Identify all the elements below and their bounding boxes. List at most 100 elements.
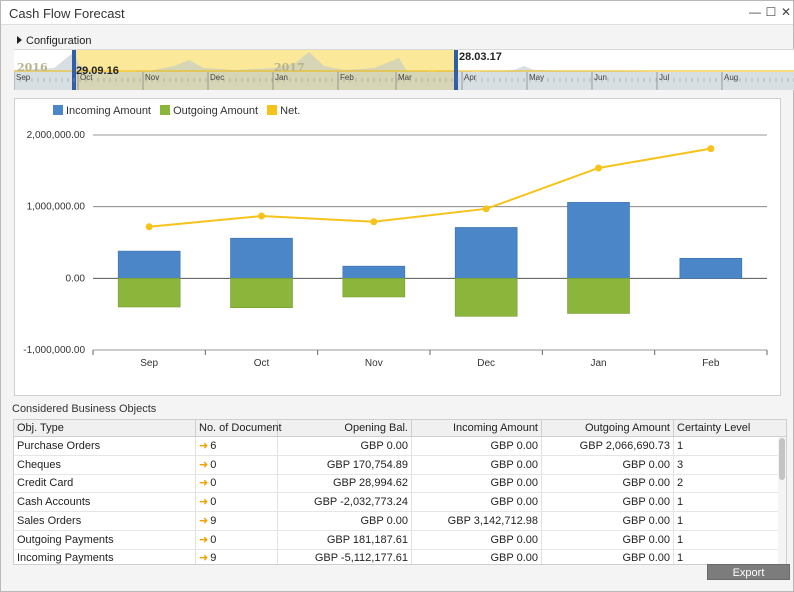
table-row[interactable]: Cheques ➜ 0 GBP 170,754.89 GBP 0.00 GBP 0.00 3 xyxy=(14,455,780,475)
cell-incoming: GBP 0.00 xyxy=(412,549,542,564)
timeline-month-label: Aug xyxy=(724,73,739,82)
cell-doc-count: ➜ 6 xyxy=(196,437,278,455)
y-tick-label: 2,000,000.00 xyxy=(27,130,86,141)
cell-incoming: GBP 3,142,712.98 xyxy=(412,511,542,530)
link-arrow-icon[interactable]: ➜ xyxy=(199,440,209,452)
outgoing-bar xyxy=(342,278,406,298)
configuration-toggle[interactable]: Configuration xyxy=(17,35,91,47)
cell-doc-count: ➜ 0 xyxy=(196,493,278,512)
incoming-swatch xyxy=(53,105,63,115)
cell-opening-bal: GBP 170,754.89 xyxy=(278,455,412,474)
y-tick-label: 1,000,000.00 xyxy=(27,202,86,213)
timeline-month-label: Sep xyxy=(16,73,31,82)
timeline-month-label: Dec xyxy=(210,73,225,82)
cell-certainty: 1 xyxy=(674,530,780,549)
table-row[interactable]: Credit Card ➜ 0 GBP 28,994.62 GBP 0.00 GBP 0.… xyxy=(14,474,780,494)
legend-incoming-label: Incoming Amount xyxy=(66,105,151,117)
cell-doc-count: ➜ 9 xyxy=(196,549,278,565)
outgoing-swatch xyxy=(160,105,171,115)
cell-incoming: GBP 0.00 xyxy=(412,455,542,474)
timeline-month-label: Jan xyxy=(275,73,288,82)
link-arrow-icon[interactable]: ➜ xyxy=(199,552,209,565)
header-opening-bal[interactable]: Opening Bal. xyxy=(278,420,412,437)
outgoing-bar xyxy=(117,278,181,308)
legend-net[interactable]: Net. xyxy=(267,105,300,117)
net-point xyxy=(595,164,602,172)
doc-count-value: 0 xyxy=(210,477,217,490)
link-arrow-icon[interactable]: ➜ xyxy=(199,458,209,471)
timeline-month-label: Mar xyxy=(398,73,412,82)
cash-flow-chart: Incoming Amount Outgoing Amount Net. 2,0… xyxy=(14,98,781,396)
timeline-range-selector[interactable]: 2016 2017 29.09.16 28.03.17 Sep Oct Nov Dec… xyxy=(14,49,794,90)
incoming-bar xyxy=(679,257,743,279)
table-header: Obj. Type No. of Document Opening Bal. I… xyxy=(14,420,786,437)
table-row[interactable]: Outgoing Payments ➜ 0 GBP 181,187.61 GBP 0.0… xyxy=(14,530,780,550)
header-obj-type[interactable]: Obj. Type xyxy=(14,420,196,437)
considered-objects-label: Considered Business Objects xyxy=(12,403,157,415)
range-end-handle[interactable] xyxy=(454,50,458,90)
cell-outgoing: GBP 2,066,690.73 xyxy=(542,437,674,455)
title-bar: Cash Flow Forecast — ☐ ✕ xyxy=(1,1,793,25)
cell-certainty: 1 xyxy=(674,549,780,564)
cell-doc-count: ➜ 0 xyxy=(196,530,278,549)
cell-outgoing: GBP 0.00 xyxy=(542,549,674,564)
cell-certainty: 1 xyxy=(674,511,780,530)
cell-opening-bal: GBP 0.00 xyxy=(278,511,412,530)
business-objects-table: Obj. Type No. of Document Opening Bal. I… xyxy=(13,419,787,565)
cell-certainty: 1 xyxy=(674,437,780,455)
header-no-of-document[interactable]: No. of Document xyxy=(196,420,282,437)
net-line xyxy=(149,147,712,228)
incoming-bar xyxy=(230,237,293,279)
table-row[interactable]: Sales Orders ➜ 9 GBP 0.00 GBP 3,142,712.98 GB… xyxy=(14,511,780,531)
cell-obj-type: Sales Orders xyxy=(14,511,196,530)
cell-incoming: GBP 0.00 xyxy=(412,530,542,549)
cell-incoming: GBP 0.00 xyxy=(412,474,542,493)
cell-doc-count: ➜ 0 xyxy=(196,474,278,493)
chart-plot: 2,000,000.00 1,000,000.00 0.00 -1,000,000.0… xyxy=(23,130,768,369)
x-tick-label: Feb xyxy=(702,358,720,369)
minimize-button[interactable]: — xyxy=(749,5,761,19)
cell-certainty: 1 xyxy=(674,493,780,512)
timeline-month-label: Nov xyxy=(145,73,160,82)
chart-legend: Incoming Amount Outgoing Amount Net. xyxy=(53,105,306,119)
header-certainty-level[interactable]: Certainty Level xyxy=(677,422,751,434)
legend-incoming[interactable]: Incoming Amount xyxy=(53,105,151,117)
link-arrow-icon[interactable]: ➜ xyxy=(199,533,209,546)
y-tick-label: 0.00 xyxy=(66,273,86,284)
cell-opening-bal: GBP 0.00 xyxy=(278,437,412,455)
x-tick-label: Sep xyxy=(140,358,158,369)
legend-outgoing[interactable]: Outgoing Amount xyxy=(160,105,258,117)
link-arrow-icon[interactable]: ➜ xyxy=(199,496,209,509)
link-arrow-icon[interactable]: ➜ xyxy=(199,477,209,490)
timeline-month-label: Oct xyxy=(80,73,93,82)
maximize-button[interactable]: ☐ xyxy=(765,5,777,19)
outgoing-bar xyxy=(567,278,630,314)
link-arrow-icon[interactable]: ➜ xyxy=(199,514,209,527)
header-outgoing-amount[interactable]: Outgoing Amount xyxy=(542,420,674,437)
window-title: Cash Flow Forecast xyxy=(9,6,125,21)
header-incoming-amount[interactable]: Incoming Amount xyxy=(412,420,542,437)
cell-obj-type: Purchase Orders xyxy=(14,437,196,455)
cell-obj-type: Outgoing Payments xyxy=(14,530,196,549)
cell-doc-count: ➜ 0 xyxy=(196,455,278,474)
table-scrollbar[interactable] xyxy=(778,437,786,564)
doc-count-value: 6 xyxy=(210,440,217,452)
table-row[interactable]: Incoming Payments ➜ 9 GBP -5,112,177.61 GBP … xyxy=(14,549,780,565)
legend-outgoing-label: Outgoing Amount xyxy=(173,105,259,117)
x-tick-label: Jan xyxy=(590,358,606,369)
export-button[interactable]: Export xyxy=(707,564,790,580)
expand-arrow-icon xyxy=(17,36,22,44)
doc-count-value: 0 xyxy=(210,496,217,509)
doc-count-value: 0 xyxy=(210,458,217,471)
timeline-ticks xyxy=(14,72,794,90)
cell-outgoing: GBP 0.00 xyxy=(542,530,674,549)
close-button[interactable]: ✕ xyxy=(780,5,792,19)
net-swatch xyxy=(267,105,278,115)
timeline-month-label: Apr xyxy=(464,73,477,82)
range-start-handle[interactable] xyxy=(72,50,76,90)
incoming-bar xyxy=(342,265,406,279)
table-row[interactable]: Cash Accounts ➜ 0 GBP -2,032,773.24 GBP 0.00… xyxy=(14,493,780,513)
table-scroll-thumb[interactable] xyxy=(779,438,785,480)
net-point xyxy=(707,145,715,153)
table-row[interactable]: Purchase Orders ➜ 6 GBP 0.00 GBP 0.00 GBP 2,0… xyxy=(14,437,780,456)
